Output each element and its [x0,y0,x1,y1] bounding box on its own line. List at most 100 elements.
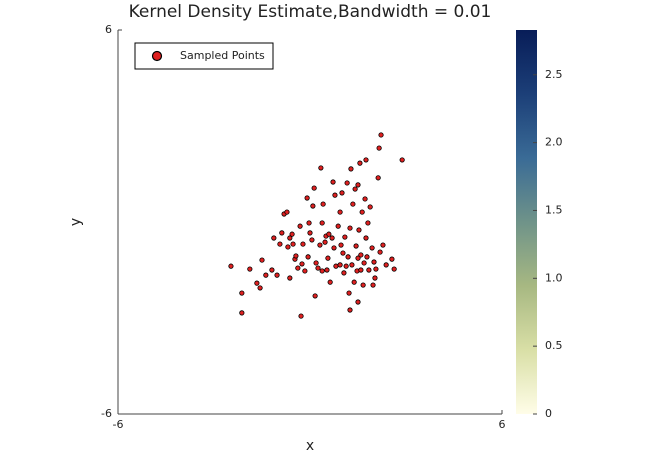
point [259,257,265,263]
point [315,265,321,271]
x-tick-label: 6 [499,418,506,431]
point [257,285,263,291]
point [372,275,378,281]
point [271,235,277,241]
point [369,245,375,251]
point [313,260,319,266]
point [332,192,338,198]
point [361,260,367,266]
point [378,132,384,138]
point [399,157,405,163]
point [351,279,357,285]
legend-label: Sampled Points [180,49,265,62]
point [391,266,397,272]
point [337,262,343,268]
point [344,180,350,186]
point [287,235,293,241]
y-tick-label: 6 [105,23,112,36]
point [337,209,343,215]
point [289,231,295,237]
point [348,166,354,172]
point [310,203,316,209]
point [380,242,386,248]
point [341,270,347,276]
point [365,220,371,226]
point [279,230,285,236]
point [322,239,328,245]
point [287,275,293,281]
colorbar-tick-label: 0.5 [545,339,563,352]
point [317,242,323,248]
y-axis-label: y [68,218,84,226]
point [311,185,317,191]
colorbar [516,30,537,414]
legend-marker [151,50,163,62]
point [363,157,369,163]
point [342,234,348,240]
point [297,223,303,229]
point [350,201,356,207]
point [318,165,324,171]
x-axis-label: x [306,438,314,454]
point [284,209,290,215]
point [295,265,301,271]
point [355,299,361,305]
colorbar-tick-label: 2.0 [545,136,563,149]
point [389,256,395,262]
point [320,201,326,207]
y-tick-label: -6 [101,407,112,420]
point [364,254,370,260]
point [324,267,330,273]
point [333,263,339,269]
colorbar-tick-label: 2.5 [545,68,563,81]
point [367,204,373,210]
point [358,267,364,273]
point [356,227,362,233]
point [338,242,344,248]
point [370,282,376,288]
point [373,266,379,272]
point [293,253,299,259]
point [239,310,245,316]
colorbar-tick-label: 1.5 [545,203,563,216]
point [290,241,296,247]
point [353,243,359,249]
point [309,237,315,243]
point [285,244,291,250]
point [327,279,333,285]
point [347,307,353,313]
point [346,290,352,296]
point [360,282,366,288]
point [355,255,361,261]
point [329,235,335,241]
point [376,145,382,151]
point [355,182,361,188]
point [312,293,318,299]
point [349,262,355,268]
point [343,263,349,269]
point [359,209,365,215]
point [307,230,313,236]
point [339,190,345,196]
point [304,195,310,201]
point [302,268,308,274]
point [263,272,269,278]
point [319,220,325,226]
point [300,241,306,247]
point [352,186,358,192]
point [326,231,332,237]
colorbar-tick-label: 0 [545,407,552,420]
point [366,267,372,273]
point [375,175,381,181]
point [362,196,368,202]
point [357,160,363,166]
point [239,290,245,296]
point [247,266,253,272]
point [330,179,336,185]
x-tick-label: -6 [113,418,124,431]
point [298,313,304,319]
point [331,245,337,251]
point [305,254,311,260]
point [363,235,369,241]
